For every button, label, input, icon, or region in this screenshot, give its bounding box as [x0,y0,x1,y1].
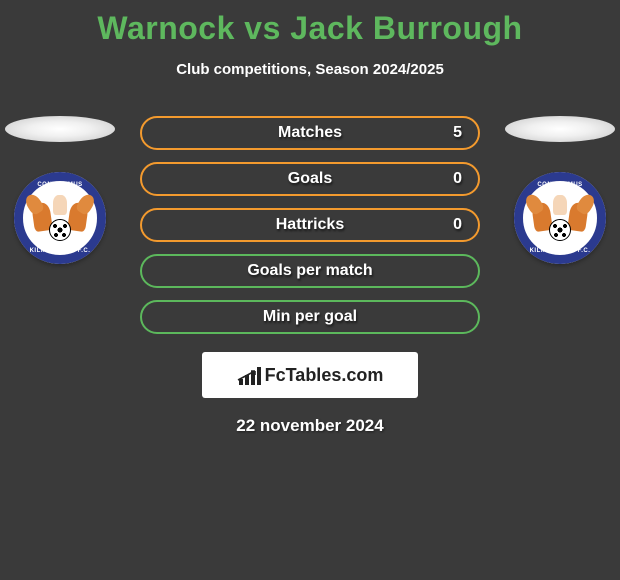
stat-value-right: 0 [453,216,462,234]
stats-bars: Matches 5 Goals 0 Hattricks 0 Goals per match M… [140,116,480,334]
crest-text-top: CONFIDEMUS [523,182,597,188]
stat-bar: Min per goal [140,300,480,334]
stat-label: Matches [278,124,342,142]
crest-text-top: CONFIDEMUS [23,182,97,188]
hand-icon [53,195,67,215]
crest-text-bottom: KILMARNOCK F.C. [23,248,97,254]
subtitle: Club competitions, Season 2024/2025 [0,61,620,78]
stat-label: Goals per match [247,262,372,280]
stat-bar: Goals per match [140,254,480,288]
hand-icon [553,195,567,215]
right-player-column: CONFIDEMUS KILMARNOCK F.C. [500,116,620,264]
stat-bar: Matches 5 [140,116,480,150]
football-icon [49,219,71,241]
source-logo: FcTables.com [202,352,418,398]
page-title: Warnock vs Jack Burrough [0,0,620,47]
source-logo-text: FcTables.com [265,365,384,386]
stat-label: Hattricks [276,216,344,234]
left-player-column: CONFIDEMUS KILMARNOCK F.C. [0,116,120,264]
player-photo-placeholder-right [505,116,615,142]
date-label: 22 november 2024 [0,416,620,436]
main-content: CONFIDEMUS KILMARNOCK F.C. CONFIDEMUS KI… [0,116,620,334]
club-crest-right: CONFIDEMUS KILMARNOCK F.C. [514,172,606,264]
stat-label: Min per goal [263,308,357,326]
stat-value-right: 0 [453,170,462,188]
club-crest-left: CONFIDEMUS KILMARNOCK F.C. [14,172,106,264]
chart-icon [237,365,261,385]
stat-label: Goals [288,170,332,188]
player-photo-placeholder-left [5,116,115,142]
football-icon [549,219,571,241]
stat-bar: Goals 0 [140,162,480,196]
stat-value-right: 5 [453,124,462,142]
stat-bar: Hattricks 0 [140,208,480,242]
crest-text-bottom: KILMARNOCK F.C. [523,248,597,254]
